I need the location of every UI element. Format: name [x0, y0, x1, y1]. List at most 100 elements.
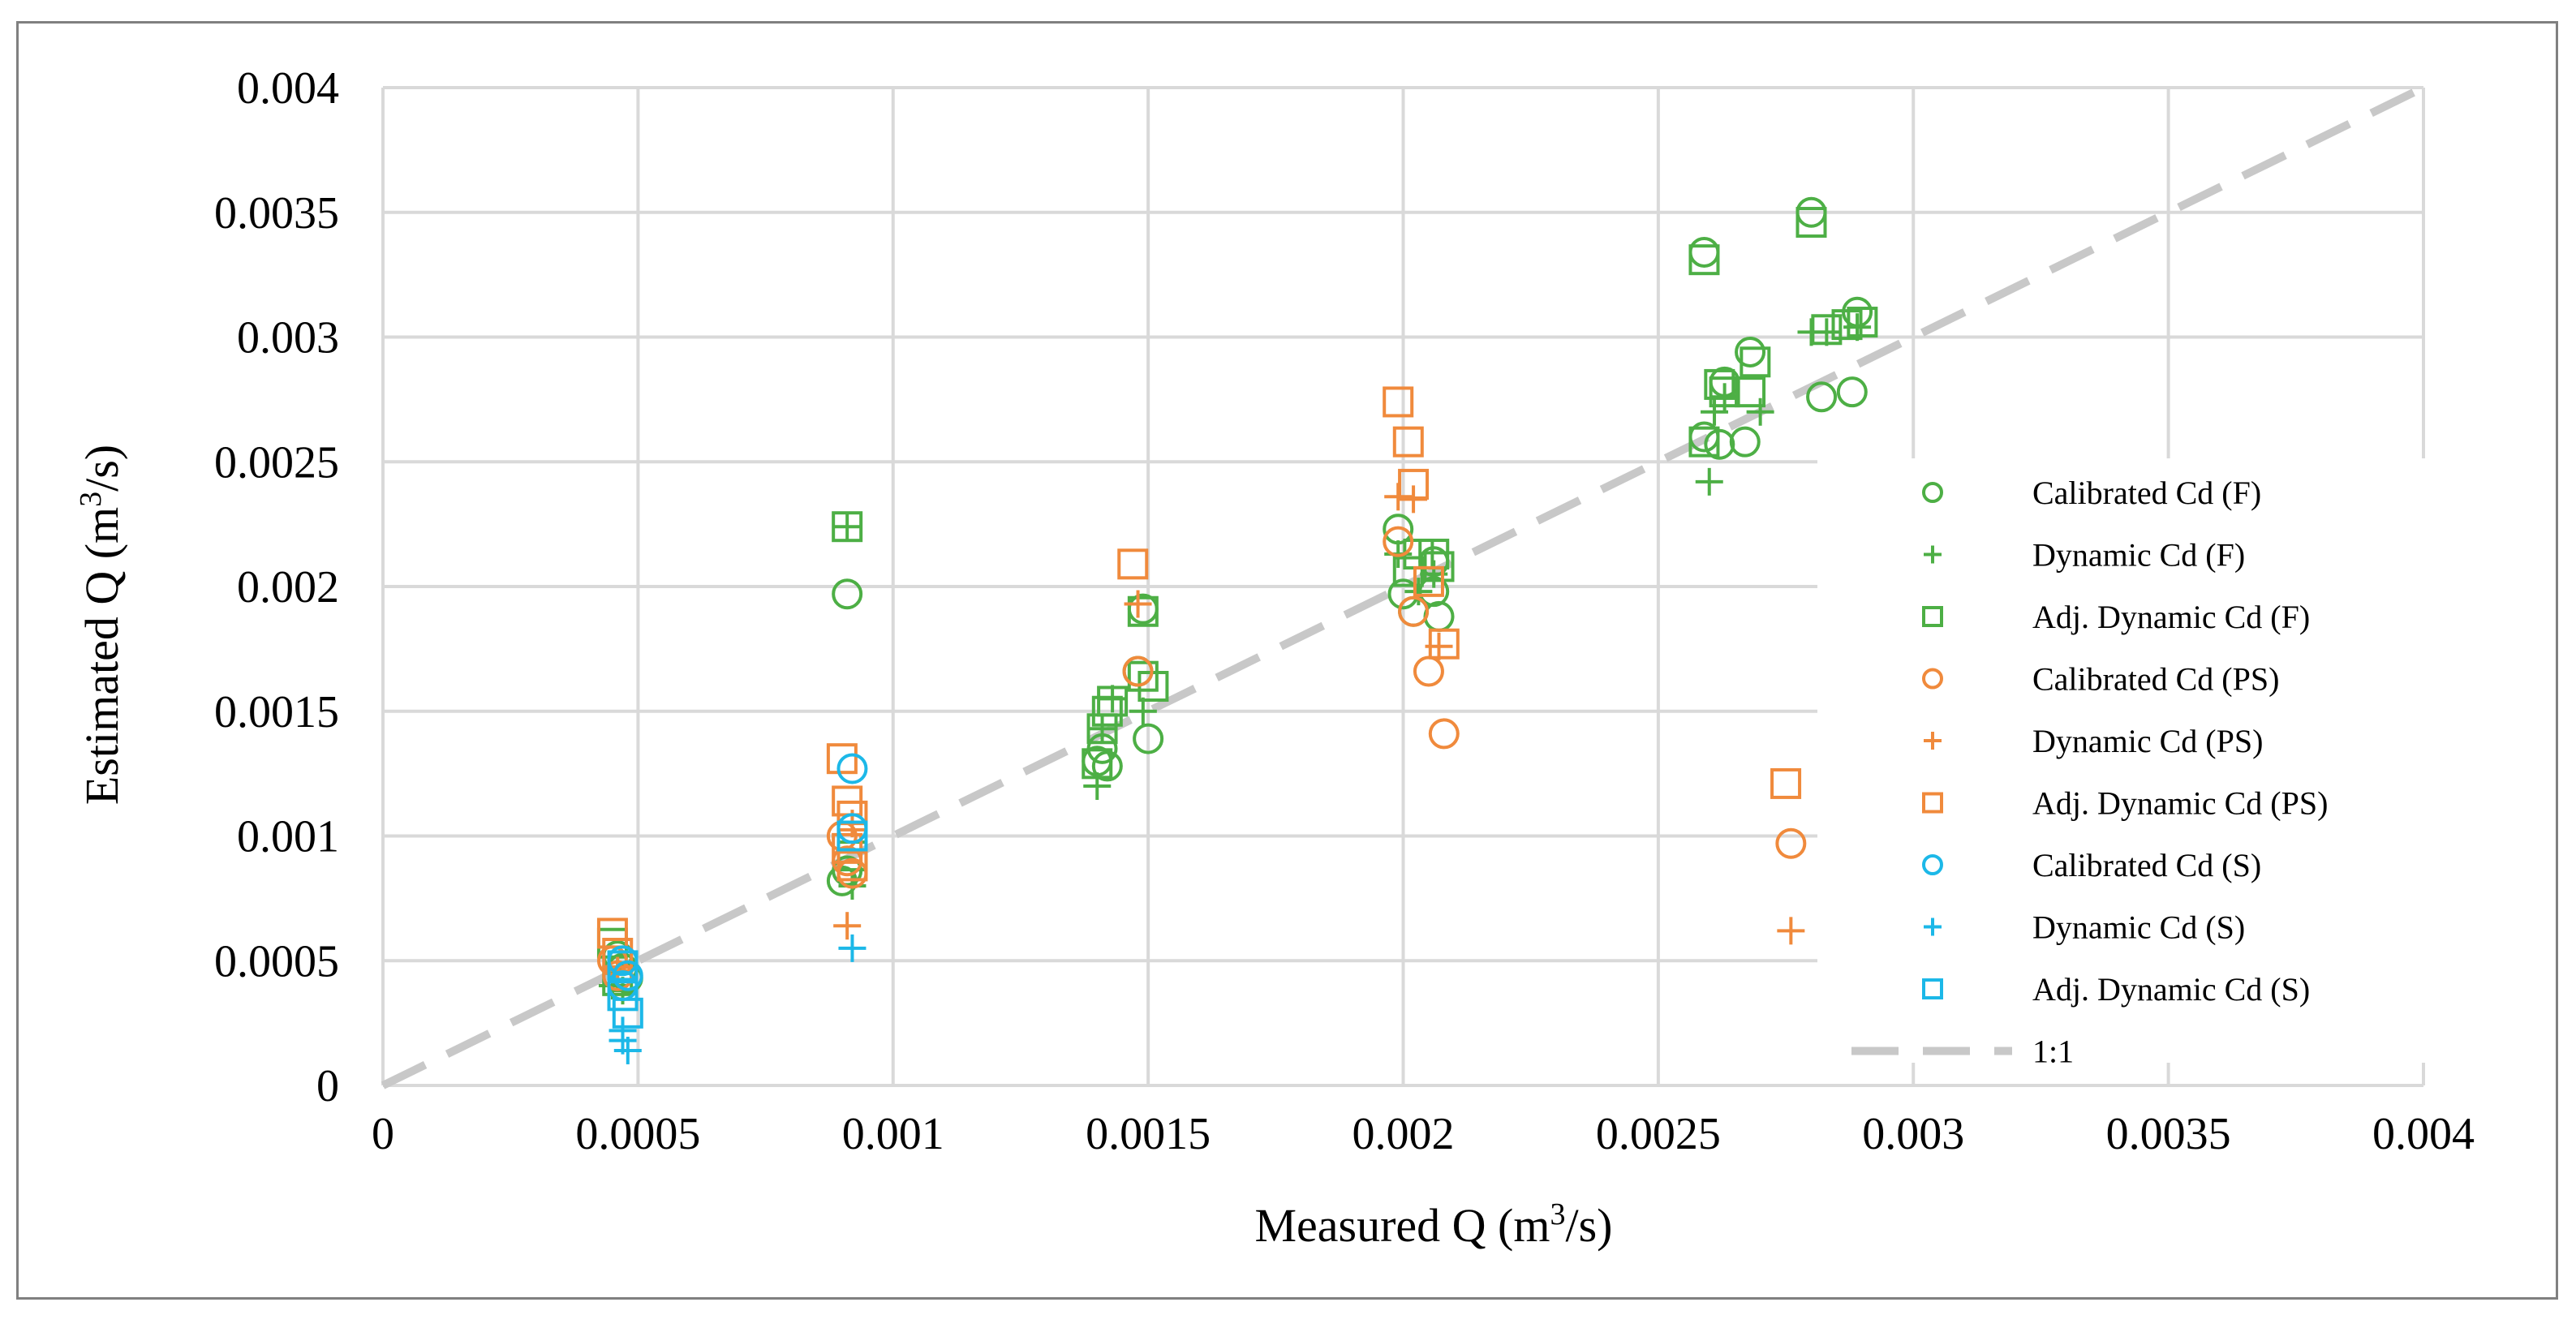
x-tick-label: 0.003 [1862, 1109, 1964, 1159]
square-marker [1398, 468, 1430, 500]
square-marker [1709, 376, 1740, 408]
circle-marker [1836, 376, 1868, 408]
square-marker [832, 511, 863, 543]
legend-background [1817, 458, 2426, 1063]
legend-item: 1:1 [1851, 1034, 2074, 1070]
circle-marker [1133, 723, 1164, 754]
legend-item: Calibrated Cd (F) [1922, 475, 2261, 511]
square-marker [1117, 548, 1149, 580]
circle-marker [1383, 526, 1414, 557]
square-marker [612, 997, 643, 1029]
legend-label: Dynamic Cd (PS) [2032, 723, 2263, 759]
legend-label: Dynamic Cd (S) [2032, 909, 2245, 946]
series-adj-dynamic-cd-ps [596, 386, 1802, 969]
circle-marker [1806, 381, 1838, 413]
square-marker [836, 850, 868, 882]
square-marker [1922, 978, 1943, 999]
square-marker [607, 950, 639, 982]
plus-marker [1746, 398, 1774, 426]
x-tick-label: 0.0025 [1596, 1109, 1721, 1159]
plus-marker [1695, 467, 1723, 496]
square-marker [1091, 695, 1123, 727]
plus-marker [1404, 578, 1433, 606]
series-dynamic-cd-s [609, 934, 867, 1064]
circle-marker [1091, 750, 1123, 782]
x-tick-label: 0.0035 [2106, 1109, 2231, 1159]
square-marker [1392, 556, 1424, 587]
legend: Calibrated Cd (F) Dynamic Cd (F) Adj. Dyna… [1851, 475, 2328, 1070]
y-tick-label: 0.0035 [214, 188, 339, 239]
circle-marker [1413, 655, 1444, 687]
circle-marker [1423, 600, 1455, 632]
series-dynamic-cd-ps [604, 483, 1805, 985]
square-marker [1770, 767, 1802, 799]
legend-label: Adj. Dynamic Cd (F) [2032, 599, 2310, 635]
y-tick-label: 0.004 [237, 63, 339, 114]
square-marker [1413, 565, 1444, 597]
square-marker [826, 743, 858, 775]
series-dynamic-cd-f [598, 313, 1872, 1005]
plus-marker [1813, 318, 1841, 346]
legend-item: Dynamic Cd (F) [1924, 537, 2245, 574]
one-to-one-line [381, 84, 2426, 1089]
plus-marker [833, 513, 862, 541]
series-calibrated-cd-ps [596, 526, 1807, 991]
y-tick-label: 0 [316, 1061, 339, 1111]
y-tick-label: 0.0025 [214, 437, 339, 488]
square-marker [1097, 685, 1129, 717]
square-marker [1811, 314, 1843, 346]
y-tick-label: 0.0015 [214, 687, 339, 737]
legend-item: Adj. Dynamic Cd (F) [1922, 599, 2310, 635]
plus-marker [1124, 590, 1152, 618]
x-tick-label: 0.001 [842, 1109, 944, 1159]
square-marker [1127, 595, 1159, 627]
x-tick-label: 0.002 [1353, 1109, 1455, 1159]
circle-marker [836, 753, 868, 784]
plus-marker [1924, 918, 1942, 936]
circle-marker [1127, 593, 1159, 625]
y-tick-label: 0.002 [237, 562, 339, 612]
square-marker [836, 800, 868, 832]
legend-item: Dynamic Cd (PS) [1924, 723, 2263, 759]
circle-marker [1122, 655, 1154, 687]
square-marker [1704, 368, 1735, 400]
legend-label: Dynamic Cd (F) [2032, 537, 2245, 574]
legend-item: Dynamic Cd (S) [1924, 909, 2245, 946]
plus-marker [1924, 732, 1942, 750]
legend-label: Calibrated Cd (S) [2032, 847, 2261, 883]
square-marker [1383, 386, 1414, 418]
circle-marker [1922, 668, 1943, 690]
square-marker [607, 980, 639, 1012]
square-marker [1392, 426, 1424, 458]
circle-marker [1428, 718, 1460, 750]
plus-marker [1924, 545, 1942, 564]
circle-marker [1922, 482, 1943, 503]
legend-item: Adj. Dynamic Cd (PS) [1922, 785, 2328, 822]
x-axis-title: Measured Q (m3/s) [1254, 1197, 1612, 1252]
square-marker [1127, 660, 1159, 692]
circle-marker [1398, 595, 1430, 627]
circle-marker [1922, 854, 1943, 875]
x-tick-label: 0.0005 [575, 1109, 700, 1159]
x-tick-label: 0.0015 [1086, 1109, 1211, 1159]
legend-item: Calibrated Cd (PS) [1922, 661, 2279, 698]
series-adj-dynamic-cd-f [596, 207, 1878, 996]
x-tick-label: 0 [372, 1109, 394, 1159]
square-marker [1688, 426, 1720, 458]
square-marker [1795, 207, 1827, 239]
plus-marker [609, 1016, 637, 1045]
data-points [596, 196, 1878, 1064]
y-tick-label: 0.001 [237, 812, 339, 862]
square-marker [1922, 606, 1943, 627]
circle-marker [1688, 236, 1720, 268]
legend-label: Adj. Dynamic Cd (S) [2032, 971, 2310, 1008]
y-axis-title: Estimated Q (m3/s) [74, 445, 128, 805]
legend-label: Adj. Dynamic Cd (PS) [2032, 785, 2328, 822]
circle-marker [1775, 827, 1807, 859]
square-marker [836, 820, 868, 852]
legend-item: Calibrated Cd (S) [1922, 847, 2261, 883]
legend-label: Calibrated Cd (F) [2032, 475, 2261, 511]
legend-label: Calibrated Cd (PS) [2032, 661, 2279, 698]
plus-marker [1088, 715, 1116, 743]
